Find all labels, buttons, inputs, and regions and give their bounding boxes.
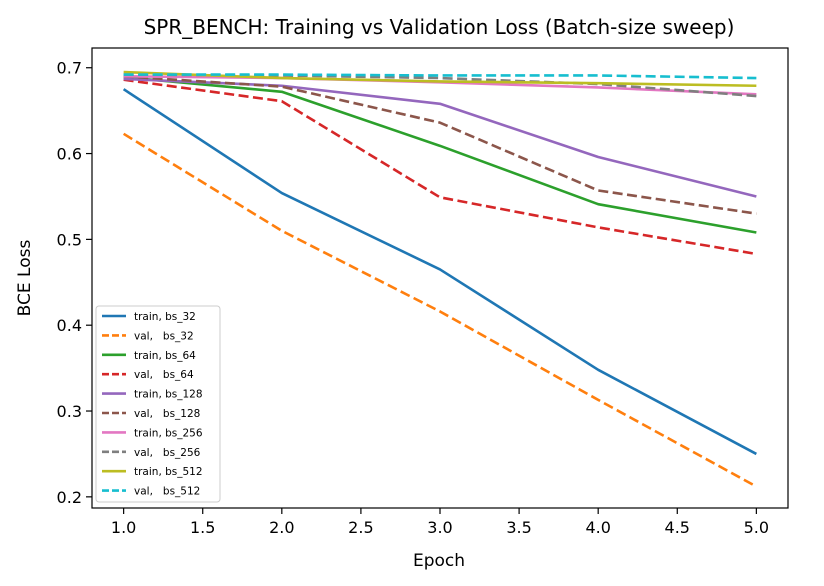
x-axis-ticks: 1.0 1.5 2.0 2.5 3.0 3.5 4.0 4.5 5.0	[111, 508, 769, 537]
series-line-5	[123, 77, 757, 198]
series-line-9	[123, 70, 757, 88]
legend-label-6: val, bs_128	[134, 408, 200, 420]
x-tick-label: 1.5	[190, 518, 215, 537]
legend-label-4: val, bs_64	[134, 369, 194, 381]
x-tick-label: 5.0	[744, 518, 769, 537]
series-line-2	[122, 132, 757, 488]
x-tick-label: 4.5	[665, 518, 690, 537]
x-tick-label: 3.5	[506, 518, 531, 537]
legend: train, bs_32 val, bs_32 train, bs_64 val, b…	[95, 305, 221, 503]
legend-label-3: train, bs_64	[134, 350, 196, 362]
y-tick-label: 0.2	[57, 488, 82, 507]
series-line-6	[123, 75, 757, 215]
legend-label-9: train, bs_512	[134, 466, 203, 478]
series-line-10	[123, 73, 757, 80]
legend-box	[95, 305, 221, 503]
y-tick-label: 0.7	[57, 59, 82, 78]
series-line-4	[123, 78, 757, 256]
legend-label-10: val, bs_512	[134, 486, 200, 498]
legend-label-5: train, bs_128	[134, 389, 203, 401]
x-tick-label: 4.0	[585, 518, 610, 537]
x-tick-label: 2.5	[348, 518, 373, 537]
series-line-3	[123, 75, 757, 234]
x-tick-label: 2.0	[269, 518, 294, 537]
x-axis-label: Epoch	[413, 551, 465, 571]
x-tick-label: 3.0	[427, 518, 452, 537]
y-tick-label: 0.3	[57, 402, 82, 421]
legend-label-8: val, bs_256	[134, 447, 201, 459]
y-tick-label: 0.5	[57, 230, 82, 249]
legend-label-2: val, bs_32	[134, 330, 194, 342]
series-line-1	[122, 88, 757, 456]
legend-label-1: train, bs_32	[134, 311, 196, 323]
x-tick-label: 1.0	[111, 518, 136, 537]
y-axis-label: BCE Loss	[15, 240, 35, 317]
chart-title: SPR_BENCH: Training vs Validation Loss (…	[144, 15, 735, 39]
y-tick-label: 0.6	[57, 145, 82, 164]
y-axis-ticks: 0.2 0.3 0.4 0.5 0.6 0.7	[57, 59, 92, 507]
y-tick-label: 0.4	[57, 316, 82, 335]
legend-label-7: train, bs_256	[134, 427, 203, 439]
